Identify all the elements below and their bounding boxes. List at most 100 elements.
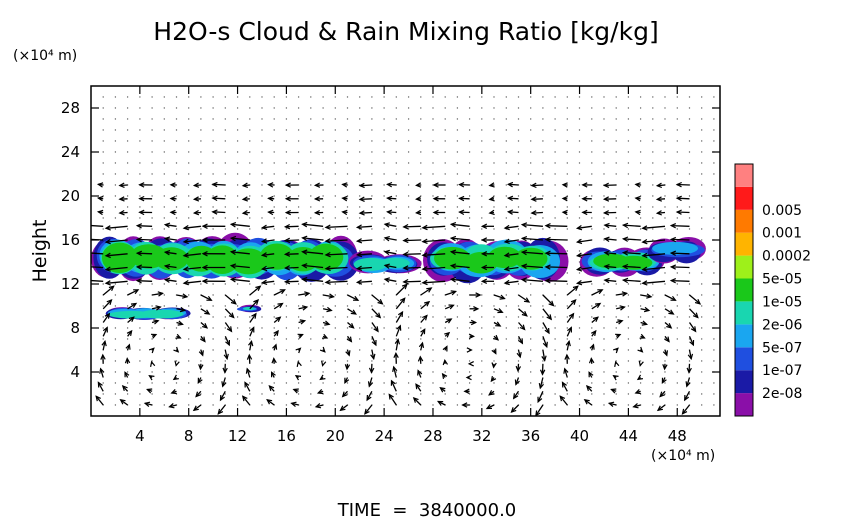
colorbar-swatch [735,232,753,256]
grid-dot [139,305,141,307]
grid-dot [212,162,214,164]
grid-dot [688,173,691,175]
grid-dot [334,195,336,197]
grid-dot [114,96,117,98]
grid-dot [395,338,397,340]
wind-arrow-head [173,346,180,353]
grid-dot [334,206,336,208]
wind-arrow-head [99,367,105,374]
wind-arrow-head [581,182,588,188]
grid-dot [664,173,666,175]
grid-dot [322,316,324,318]
grid-dot [383,184,385,186]
grid-dot [652,228,654,230]
wind-arrow-head [383,222,390,228]
grid-dot [444,382,446,384]
wind-arrow [262,266,275,270]
wind-arrow-head [83,237,88,241]
y-tick-label: 28 [61,99,80,117]
cloud-contour [138,309,184,319]
grid-dot [591,371,593,373]
wind-arrow-head [432,209,439,216]
grid-dot [175,118,178,120]
grid-dot [163,283,165,285]
grid-dot [236,140,239,142]
wind-arrow-head [228,312,235,319]
grid-dot [407,371,410,373]
grid-dot [175,96,178,98]
wind-arrow [671,224,690,227]
wind-arrow-head [229,277,237,283]
wind-arrow-head [358,196,365,202]
grid-dot [371,96,373,98]
wind-arrow-head [355,224,363,230]
wind-arrow [522,251,543,255]
wind-arrow [493,294,505,300]
wind-arrow [224,294,237,305]
grid-dot [102,118,104,120]
grid-dot [383,360,385,362]
grid-dot [542,173,544,175]
grid-dot [432,382,434,384]
wind-arrow [688,363,691,373]
grid-dot [530,360,532,362]
grid-dot [591,382,593,384]
y-tick-label: 4 [70,363,80,381]
grid-dot [615,107,617,109]
grid-dot [713,184,715,186]
wind-arrow [387,211,397,214]
grid-dot [444,96,446,98]
grid-dot [468,162,471,164]
wind-arrow [384,223,397,227]
wind-arrow-head [217,408,224,415]
grid-dot [175,140,178,142]
grid-dot [383,228,385,230]
grid-dot [310,305,312,307]
grid-dot [261,283,263,285]
grid-dot [224,140,226,142]
wind-arrow-head [201,264,208,271]
wind-arrow [193,404,202,411]
wind-arrow-head [458,195,465,202]
grid-dot [273,195,275,197]
grid-dot [468,283,471,285]
wind-arrow-head [646,293,653,299]
grid-dot [701,118,703,120]
grid-dot [517,195,520,197]
grid-dot [676,272,678,274]
grid-dot [102,151,104,153]
grid-dot [566,272,568,274]
grid-dot [652,151,654,153]
grid-dot [383,195,385,197]
grid-dot [346,151,349,153]
wind-arrow-head [420,328,426,335]
wind-arrow [623,279,641,282]
wind-arrow-head [619,305,626,311]
grid-dot [334,107,336,109]
wind-arrow [231,251,250,255]
grid-dot [114,184,117,186]
grid-dot [114,283,117,285]
wind-arrow-head [283,237,291,244]
grid-dot [310,404,312,406]
wind-arrow-head [461,402,468,408]
wind-arrow-head [182,224,189,231]
wind-arrow [537,391,544,403]
grid-dot [371,360,373,362]
wind-arrow [224,336,230,346]
grid-dot [505,206,507,208]
wind-arrow-head [572,285,579,292]
grid-dot [615,327,617,329]
wind-arrow [545,238,568,241]
wind-arrow-head [655,210,663,216]
wind-arrow-head [297,333,304,339]
grid-dot [139,283,141,285]
wind-arrow-head [198,350,204,357]
grid-dot [615,129,617,131]
grid-dot [151,96,153,98]
grid-dot [566,316,568,318]
grid-dot [530,349,532,351]
grid-dot [432,294,434,296]
wind-arrow [298,306,308,310]
wind-arrow-head [563,367,569,374]
